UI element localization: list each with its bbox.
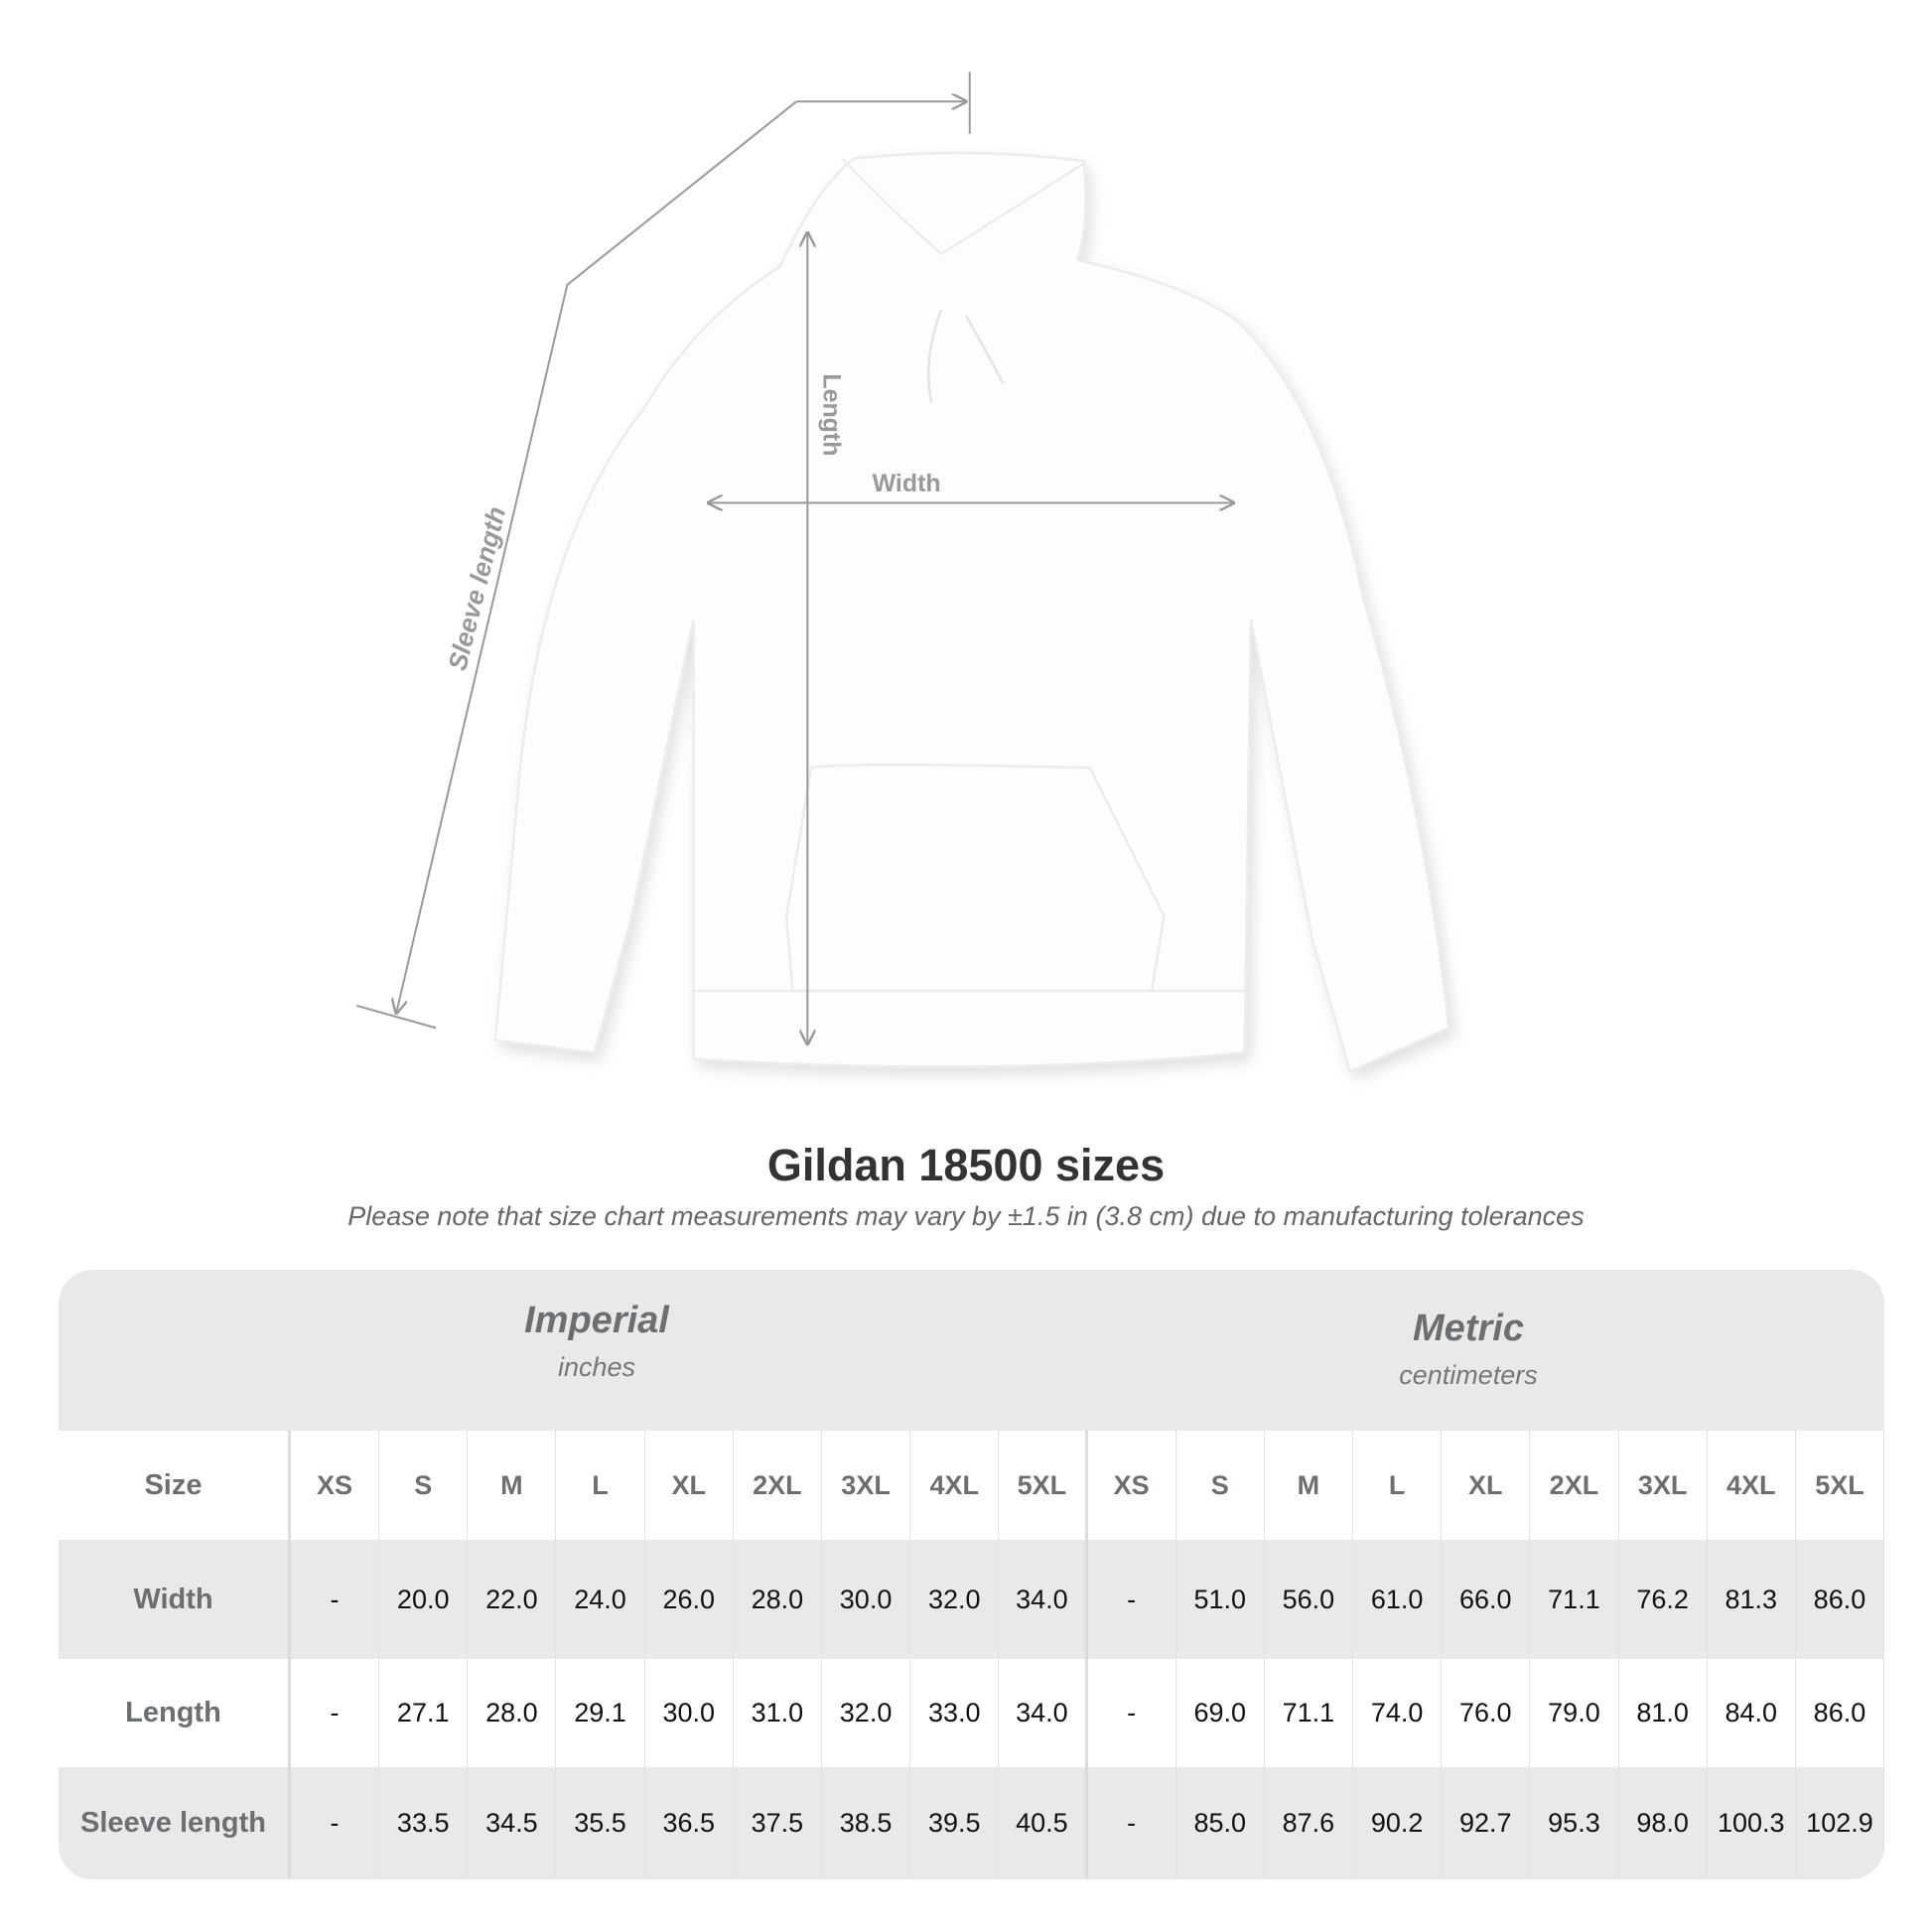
- size-header-cell: 3XL: [1619, 1431, 1708, 1540]
- sleeve-length-label: Sleeve length: [442, 503, 511, 673]
- size-header-cell: 4XL: [910, 1431, 1000, 1540]
- table-cell: -: [1088, 1767, 1176, 1879]
- table-cell: 34.0: [999, 1540, 1088, 1659]
- table-cell: 30.0: [822, 1540, 911, 1659]
- table-cell: 76.2: [1619, 1540, 1708, 1659]
- size-header-row: Size XS S M L XL 2XL 3XL 4XL 5XL XS S M L XL 2XL 3XL 4XL 5…: [59, 1431, 1884, 1540]
- table-cell: 84.0: [1708, 1659, 1796, 1767]
- table-cell: 35.5: [556, 1767, 645, 1879]
- table-cell: 56.0: [1265, 1540, 1354, 1659]
- size-header-cell: XS: [1088, 1431, 1176, 1540]
- size-header-cell: XS: [291, 1431, 380, 1540]
- table-cell: 37.5: [734, 1767, 822, 1879]
- table-cell: 30.0: [645, 1659, 734, 1767]
- table-cell: -: [1088, 1659, 1176, 1767]
- size-header-cell: 5XL: [999, 1431, 1088, 1540]
- row-label: Length: [59, 1659, 291, 1767]
- table-cell: 61.0: [1353, 1540, 1443, 1659]
- measurement-lines: [355, 71, 1233, 1043]
- table-cell: 95.3: [1530, 1767, 1619, 1879]
- table-cell: 34.0: [999, 1659, 1088, 1767]
- table-cell: 28.0: [734, 1540, 822, 1659]
- table-cell: 81.0: [1619, 1659, 1708, 1767]
- table-cell: 33.0: [910, 1659, 1000, 1767]
- size-header-cell: XL: [645, 1431, 734, 1540]
- row-label: Size: [59, 1431, 291, 1540]
- table-cell: 38.5: [822, 1767, 911, 1879]
- size-header-cell: S: [1176, 1431, 1265, 1540]
- table-cell: 81.3: [1708, 1540, 1796, 1659]
- table-cell: 40.5: [999, 1767, 1088, 1879]
- table-cell: 69.0: [1176, 1659, 1265, 1767]
- table-cell: -: [291, 1659, 380, 1767]
- system-header: Imperial inches Metric centimeters: [59, 1270, 1884, 1431]
- table-cell: 34.5: [468, 1767, 557, 1879]
- width-label: Width: [873, 470, 941, 497]
- table-cell: 86.0: [1796, 1659, 1884, 1767]
- table-row: Width -20.0 22.0 24.0 26.0 28.0 30.0 32.0 34.0-5…: [59, 1540, 1884, 1659]
- size-header-cell: XL: [1442, 1431, 1531, 1540]
- table-cell: 31.0: [734, 1659, 822, 1767]
- table-cell: 32.0: [910, 1540, 1000, 1659]
- length-label: Length: [818, 373, 846, 456]
- table-cell: 79.0: [1530, 1659, 1619, 1767]
- table-cell: 102.9: [1796, 1767, 1884, 1879]
- table-cell: 29.1: [556, 1659, 645, 1767]
- table-cell: 98.0: [1619, 1767, 1708, 1879]
- size-header-cell: S: [379, 1431, 469, 1540]
- metric-title: Metric: [1413, 1308, 1524, 1349]
- row-label: Sleeve length: [59, 1767, 291, 1879]
- size-header-cell: 2XL: [734, 1431, 822, 1540]
- size-header-cell: 2XL: [1530, 1431, 1619, 1540]
- size-table: Imperial inches Metric centimeters Size X…: [59, 1270, 1884, 1879]
- table-cell: 51.0: [1176, 1540, 1265, 1659]
- row-label: Width: [59, 1540, 291, 1659]
- tolerance-note: Please note that size chart measurements…: [347, 1201, 1585, 1231]
- size-header-cell: 4XL: [1708, 1431, 1796, 1540]
- hoodie-image: [493, 151, 1450, 1073]
- table-cell: 24.0: [556, 1540, 645, 1659]
- size-header-cell: M: [1265, 1431, 1354, 1540]
- table-cell: 86.0: [1796, 1540, 1884, 1659]
- table-cell: 76.0: [1442, 1659, 1531, 1767]
- size-header-cell: 3XL: [822, 1431, 911, 1540]
- table-cell: 66.0: [1442, 1540, 1531, 1659]
- size-header-cell: M: [468, 1431, 557, 1540]
- table-row: Length -27.1 28.0 29.1 30.0 31.0 32.0 33.0 34.0-…: [59, 1659, 1884, 1767]
- table-cell: 36.5: [645, 1767, 734, 1879]
- imperial-header: Imperial inches: [299, 1300, 895, 1383]
- table-cell: 71.1: [1530, 1540, 1619, 1659]
- page-title: Gildan 18500 sizes: [766, 1140, 1166, 1190]
- table-cell: 28.0: [468, 1659, 557, 1767]
- table-cell: 100.3: [1708, 1767, 1796, 1879]
- imperial-title: Imperial: [524, 1300, 669, 1341]
- table-cell: -: [1088, 1540, 1176, 1659]
- table-cell: 74.0: [1353, 1659, 1443, 1767]
- table-cell: 32.0: [822, 1659, 911, 1767]
- table-cell: 20.0: [379, 1540, 469, 1659]
- table-cell: 33.5: [379, 1767, 469, 1879]
- table-cell: 22.0: [468, 1540, 557, 1659]
- table-cell: 90.2: [1353, 1767, 1443, 1879]
- table-cell: 87.6: [1265, 1767, 1354, 1879]
- table-cell: -: [291, 1540, 380, 1659]
- table-cell: 26.0: [645, 1540, 734, 1659]
- table-cell: 27.1: [379, 1659, 469, 1767]
- table-cell: -: [291, 1767, 380, 1879]
- metric-unit: centimeters: [1399, 1360, 1538, 1390]
- table-cell: 39.5: [910, 1767, 1000, 1879]
- table-cell: 85.0: [1176, 1767, 1265, 1879]
- table-cell: 71.1: [1265, 1659, 1354, 1767]
- metric-header: Metric centimeters: [1171, 1308, 1766, 1391]
- size-header-cell: L: [556, 1431, 645, 1540]
- table-cell: 92.7: [1442, 1767, 1531, 1879]
- table-row: Sleeve length -33.5 34.5 35.5 36.5 37.5 38.5 39…: [59, 1767, 1884, 1879]
- size-header-cell: L: [1353, 1431, 1443, 1540]
- size-header-cell: 5XL: [1796, 1431, 1884, 1540]
- imperial-unit: inches: [557, 1352, 636, 1382]
